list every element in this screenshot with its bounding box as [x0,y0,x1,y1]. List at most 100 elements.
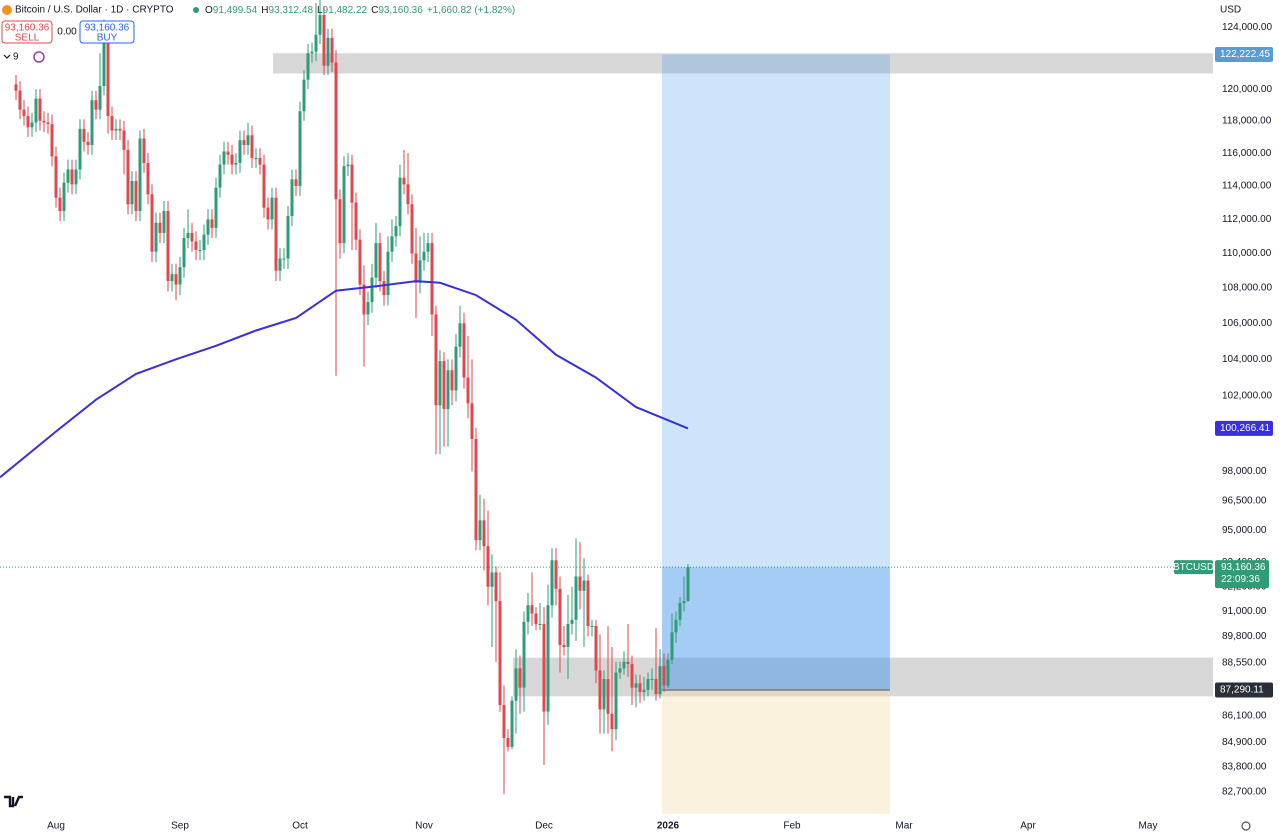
candle-body [42,120,46,123]
candle-body [166,210,170,282]
candle-body [174,274,178,285]
x-tick-label: 2026 [657,821,680,832]
candle-body [470,403,474,440]
open-profit-area [662,567,890,691]
y-tick-label: 82,700.00 [1222,787,1267,798]
candle-body [26,116,30,128]
candle-body [54,156,58,198]
y-tick-label: 83,800.00 [1222,762,1267,773]
target-area [662,54,890,691]
collapse-icon[interactable] [3,54,11,59]
candle-body [190,232,194,242]
sell-price: 93,160.36 [5,23,50,34]
candle-body [678,603,682,620]
spread: 0.00 [57,27,77,38]
price-label: 122,222.45 [1220,49,1270,60]
y-tick-label: 84,900.00 [1222,737,1267,748]
candle-body [98,85,102,110]
candle-body [482,520,486,547]
currency-label: USD [1220,5,1241,16]
y-tick-label: 110,000.00 [1222,248,1272,259]
candle-body [570,619,574,624]
candle-body [374,243,378,278]
candle-body [242,140,246,146]
plot-area [0,0,1213,814]
candle-body [674,619,678,633]
y-tick-label: 124,000.00 [1222,22,1272,33]
x-tick-label: Aug [47,821,65,832]
ohlc-label: C [371,5,378,16]
ohlc-label: L [317,5,323,16]
x-tick-label: Nov [415,821,433,832]
candle-body [246,135,250,146]
candle-body [118,128,122,131]
candle-body [286,216,290,259]
candle-body [38,98,42,121]
x-tick-label: Feb [783,821,801,832]
zone [273,53,1213,74]
symbol-tag-box [1174,560,1213,575]
ohlc-value: 91,482.22 [323,5,368,16]
candle-body [462,323,466,378]
candle-body [182,238,186,268]
candle-body [378,243,382,282]
candle-body [466,377,470,404]
x-tick-label: May [1139,821,1158,832]
candle-body [102,37,106,86]
candle-body [626,661,630,665]
countdown: 22:09:36 [1221,574,1260,585]
candle-body [134,181,138,211]
candle-body [402,177,406,185]
y-tick-label: 86,100.00 [1222,711,1267,722]
candle-body [106,37,110,117]
candle-body [62,182,66,211]
price-label-box [1215,420,1273,436]
candle-body [282,258,286,260]
y-tick-label: 112,000.00 [1222,214,1272,225]
y-tick-label: 102,000.00 [1222,391,1272,402]
candle-body [334,62,338,200]
indicator-icon[interactable] [33,51,45,63]
candle-body [442,361,446,409]
candle-body [642,689,646,692]
market-status [193,7,199,13]
candle-body [550,560,554,606]
candle-body [78,128,82,170]
settings-icon[interactable] [1241,821,1251,831]
candle-body [206,219,210,235]
candle-body [86,141,90,146]
candle-body [634,683,638,688]
candle-body [498,601,502,706]
buy-button[interactable] [79,20,135,44]
candle-body [434,314,438,406]
candle-body [614,672,618,730]
candle-body [354,202,358,240]
candle-body [670,632,674,660]
coin-icon [2,5,12,15]
candle-body [330,37,334,63]
candle-body [90,100,94,146]
sell-button[interactable] [1,20,53,44]
candle-body [46,122,50,125]
candle-body [390,236,394,252]
candle-body [126,149,130,205]
candle-body [554,560,558,589]
candle-body [438,361,442,406]
sell-label: SELL [15,33,40,44]
candle-body [350,164,354,203]
candle-body [534,613,538,624]
indicator-count: 9 [13,52,19,63]
candle-body [426,243,430,252]
candle-body [430,243,434,315]
candle-body [566,623,570,648]
candle-body [598,670,602,710]
candle-body [266,207,270,220]
candle-body [398,177,402,227]
candle-body [254,158,258,160]
candle-body [662,666,666,686]
price-label: 87,290.11 [1220,685,1264,696]
candle-body [290,179,294,217]
candle-body [186,232,190,239]
candle-body [14,84,18,91]
candle-body [594,626,598,671]
